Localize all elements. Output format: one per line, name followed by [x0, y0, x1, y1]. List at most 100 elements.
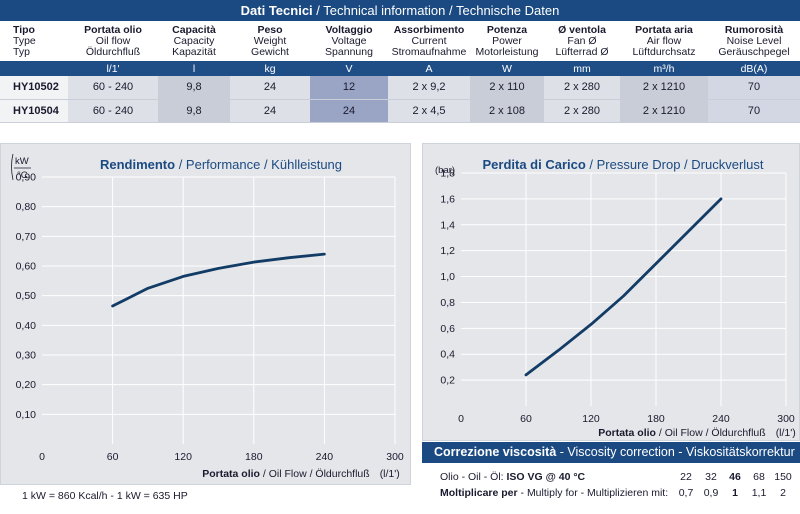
header-line: Voltaggio [325, 24, 373, 36]
performance-chart-panel: kW °C Rendimento / Performance / Kühllei… [0, 143, 411, 485]
y-unit-top: kW [15, 156, 29, 167]
x-tick-label: 300 [777, 413, 795, 425]
header-line: Geräuschpegel [718, 46, 790, 58]
multiplier-row-label: Moltiplicare per - Multiply for - Multip… [440, 487, 668, 499]
table-cell: 60 - 240 [68, 99, 158, 123]
header-line: Oil flow [95, 35, 131, 47]
title-rest: - Viscosity correction - Viskositätskorr… [556, 445, 795, 459]
header-line: Peso [257, 24, 283, 36]
unit-cell: m³/h [620, 61, 708, 76]
x-tick-label: 120 [174, 451, 192, 463]
x-tick-label: 180 [647, 413, 665, 425]
table-cell: 60 - 240 [68, 76, 158, 100]
column-header: Voltaggio Voltage Spannung [310, 21, 388, 61]
y-tick-label: 0,2 [440, 375, 455, 387]
unit-cell: A [388, 61, 470, 76]
header-line: Gewicht [251, 46, 289, 58]
title-main: Rendimento [100, 157, 175, 172]
y-tick-label: 0,30 [16, 350, 37, 362]
unit-cell [0, 61, 68, 76]
column-header: Peso Weight Gewicht [230, 21, 310, 61]
y-tick-label: 0,60 [16, 261, 37, 273]
performance-title: Rendimento / Performance / Kühlleistung [100, 157, 342, 172]
viscosity-value: 2 [780, 487, 786, 499]
xlabel-main: Portata olio [202, 468, 260, 480]
y-tick-label: 0,20 [16, 379, 37, 391]
viscosity-value: 0,7 [678, 487, 694, 499]
y-unit-bracket [11, 153, 14, 181]
y-tick-label: 0,4 [440, 349, 455, 361]
header-line: Motorleistung [475, 46, 539, 58]
viscosity-value: 22 [680, 471, 692, 483]
viscosity-value: 1 [732, 487, 738, 499]
header-line: Type [13, 35, 36, 47]
viscosity-value: 68 [753, 471, 765, 483]
x-tick-label: 60 [107, 451, 119, 463]
title-main: Dati Tecnici [240, 3, 313, 18]
performance-x-label: Portata olio / Oil Flow / Öldurchfluß (l/… [202, 468, 400, 480]
table-cell: 2 x 1210 [620, 76, 708, 100]
y-tick-label: 1,0 [440, 271, 455, 283]
unit-cell: V [310, 61, 388, 76]
y-tick-label: 1,6 [440, 193, 455, 205]
header-line: Ø ventola [558, 24, 606, 36]
x-tick-label: 240 [712, 413, 730, 425]
viscosity-value: 32 [705, 471, 717, 483]
label-bold: ISO VG @ 40 °C [506, 471, 586, 483]
column-header: Assorbimento Current Stromaufnahme [388, 21, 470, 61]
unit-cell: W [470, 61, 544, 76]
column-header: Rumorosità Noise Level Geräuschpegel [708, 21, 800, 61]
header-row: Tipo Type Typ Portata olio Oil flow Öldurchfl… [0, 21, 800, 61]
header-line: Typ [13, 46, 30, 58]
table-cell: 9,8 [158, 99, 230, 123]
xlabel-unit: (l/1') [776, 427, 796, 439]
header-line: Weight [253, 35, 287, 47]
header-line: Power [492, 35, 522, 47]
x-tick-label: 0 [458, 413, 464, 425]
y-tick-label: 0,80 [16, 201, 37, 213]
column-header: Tipo Type Typ [0, 21, 68, 61]
label-bold: Moltiplicare per [440, 487, 518, 499]
xlabel-main: Portata olio [598, 427, 656, 439]
table-cell: 2 x 9,2 [388, 76, 470, 100]
header-line: Capacity [173, 35, 215, 47]
table-cell: 24 [230, 99, 310, 123]
header-line: Voltage [331, 35, 367, 47]
model-code: HY10502 [0, 76, 68, 100]
grade-row-label: Olio - Oil - Öl: ISO VG @ 40 °C [440, 471, 585, 483]
column-header: Capacità Capacity Kapazität [158, 21, 230, 61]
x-tick-label: 120 [582, 413, 600, 425]
unit-cell: l [158, 61, 230, 76]
table-cell: 2 x 1210 [620, 99, 708, 123]
title-rest: / Technical information / Technische Dat… [312, 3, 560, 18]
y-tick-label: 0,40 [16, 320, 37, 332]
unit-cell: kg [230, 61, 310, 76]
header-line: Kapazität [172, 46, 216, 58]
x-tick-label: 0 [39, 451, 45, 463]
conversion-note: 1 kW = 860 Kcal/h - 1 kW = 635 HP [22, 490, 188, 502]
table-cell: 70 [708, 99, 800, 123]
data-series-line [524, 197, 723, 377]
x-tick-label: 60 [520, 413, 532, 425]
x-tick-label: 300 [386, 451, 404, 463]
technical-data-section: Dati Tecnici / Technical information / T… [0, 0, 800, 123]
table-cell: 2 x 4,5 [388, 99, 470, 123]
y-tick-label: 1,8 [440, 168, 455, 180]
table-row: HY10502 60 - 240 9,8 24 12 2 x 9,2 2 x 110 2 x … [0, 76, 800, 100]
header-line: Öldurchfluß [85, 46, 141, 58]
pressure-chart: (bar) Perdita di Carico / Pressure Drop … [435, 157, 796, 439]
plot-background [42, 177, 395, 444]
table-cell: 24 [310, 99, 388, 123]
table-cell: 2 x 280 [544, 99, 620, 123]
y-tick-label: 0,10 [16, 409, 37, 421]
header-line: Portata aria [635, 24, 693, 36]
table-cell: 2 x 108 [470, 99, 544, 123]
column-header: Ø ventola Fan Ø Lüfterrad Ø [544, 21, 620, 61]
label-rest: - Multiply for - Multiplizieren mit: [517, 487, 669, 499]
header-line: Portata olio [84, 24, 142, 36]
table-cell: 24 [230, 76, 310, 100]
y-tick-label: 0,8 [440, 297, 455, 309]
technical-data-title: Dati Tecnici / Technical information / T… [0, 0, 800, 21]
header-line: Noise Level [726, 35, 782, 47]
title-rest: / Performance / Kühlleistung [175, 157, 342, 172]
